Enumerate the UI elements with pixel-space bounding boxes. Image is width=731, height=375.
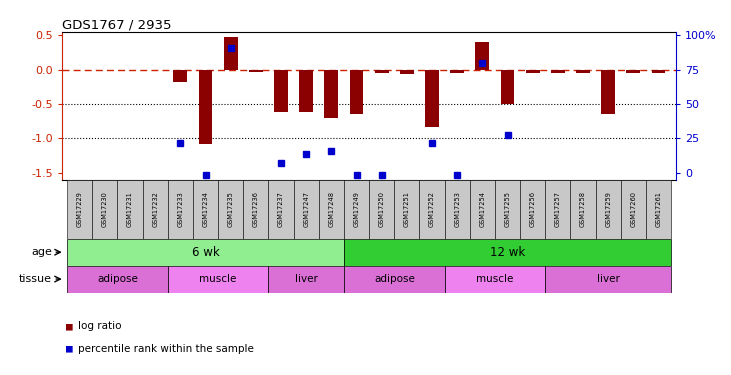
Bar <box>118 180 143 239</box>
Bar <box>450 70 464 73</box>
Bar <box>349 70 363 114</box>
Bar <box>92 180 118 239</box>
Text: muscle: muscle <box>200 274 237 284</box>
Bar <box>475 42 489 70</box>
Text: GSM17235: GSM17235 <box>228 191 234 227</box>
Text: GSM17247: GSM17247 <box>303 191 309 227</box>
Bar <box>143 180 168 239</box>
Bar <box>325 70 338 118</box>
Bar <box>400 70 414 75</box>
Bar <box>294 180 319 239</box>
Bar <box>67 266 168 292</box>
Bar <box>621 180 646 239</box>
Bar <box>369 180 394 239</box>
Text: GSM17255: GSM17255 <box>504 191 510 227</box>
Text: 6 wk: 6 wk <box>192 246 219 259</box>
Text: age: age <box>31 247 52 257</box>
Text: liver: liver <box>596 274 620 284</box>
Text: percentile rank within the sample: percentile rank within the sample <box>78 344 254 354</box>
Bar <box>199 70 213 144</box>
Text: GSM17254: GSM17254 <box>480 191 485 227</box>
Bar <box>274 70 288 112</box>
Text: GSM17260: GSM17260 <box>630 191 637 227</box>
Bar <box>425 70 439 127</box>
Bar <box>249 70 263 72</box>
Text: GSM17251: GSM17251 <box>404 191 410 227</box>
Text: ■: ■ <box>66 321 72 331</box>
Bar <box>268 266 344 292</box>
Text: adipose: adipose <box>97 274 138 284</box>
Text: GSM17258: GSM17258 <box>580 191 586 227</box>
Bar <box>651 70 665 73</box>
Text: GSM17259: GSM17259 <box>605 191 611 227</box>
Text: GSM17232: GSM17232 <box>152 191 158 227</box>
Bar <box>545 266 671 292</box>
Bar <box>168 266 268 292</box>
Bar <box>299 70 313 112</box>
Text: GSM17261: GSM17261 <box>656 191 662 227</box>
Text: ■: ■ <box>66 344 72 354</box>
Bar <box>520 180 545 239</box>
Text: GSM17229: GSM17229 <box>77 191 83 227</box>
Bar <box>394 180 420 239</box>
Text: GSM17236: GSM17236 <box>253 191 259 227</box>
Bar <box>444 180 470 239</box>
Text: GSM17249: GSM17249 <box>354 191 360 227</box>
Bar <box>646 180 671 239</box>
Bar <box>375 70 389 73</box>
Bar <box>545 180 570 239</box>
Text: GSM17231: GSM17231 <box>127 191 133 227</box>
Text: muscle: muscle <box>477 274 514 284</box>
Text: GSM17248: GSM17248 <box>328 191 334 227</box>
Bar <box>551 70 565 73</box>
Bar <box>626 70 640 73</box>
Text: liver: liver <box>295 274 318 284</box>
Text: tissue: tissue <box>19 274 52 284</box>
Text: GSM17237: GSM17237 <box>278 191 284 227</box>
Bar <box>444 266 545 292</box>
Text: log ratio: log ratio <box>78 321 122 331</box>
Bar <box>193 180 218 239</box>
Bar <box>596 180 621 239</box>
Bar <box>570 180 596 239</box>
Bar <box>224 38 238 70</box>
Bar <box>344 239 671 266</box>
Text: 12 wk: 12 wk <box>490 246 525 259</box>
Text: GSM17234: GSM17234 <box>202 191 208 227</box>
Bar <box>344 180 369 239</box>
Bar <box>173 70 187 82</box>
Bar <box>602 70 616 114</box>
Text: GSM17256: GSM17256 <box>530 191 536 227</box>
Bar <box>67 180 92 239</box>
Bar <box>168 180 193 239</box>
Text: GDS1767 / 2935: GDS1767 / 2935 <box>62 19 172 32</box>
Bar <box>344 266 444 292</box>
Bar <box>67 239 344 266</box>
Text: GSM17257: GSM17257 <box>555 191 561 227</box>
Bar <box>526 70 539 73</box>
Text: adipose: adipose <box>374 274 414 284</box>
Text: GSM17252: GSM17252 <box>429 191 435 227</box>
Bar <box>576 70 590 73</box>
Text: GSM17253: GSM17253 <box>454 191 461 227</box>
Bar <box>218 180 243 239</box>
Bar <box>420 180 444 239</box>
Bar <box>319 180 344 239</box>
Bar <box>470 180 495 239</box>
Bar <box>495 180 520 239</box>
Bar <box>501 70 515 104</box>
Bar <box>243 180 268 239</box>
Text: GSM17233: GSM17233 <box>178 191 183 227</box>
Text: GSM17230: GSM17230 <box>102 191 108 227</box>
Bar <box>268 180 294 239</box>
Text: GSM17250: GSM17250 <box>379 191 385 227</box>
